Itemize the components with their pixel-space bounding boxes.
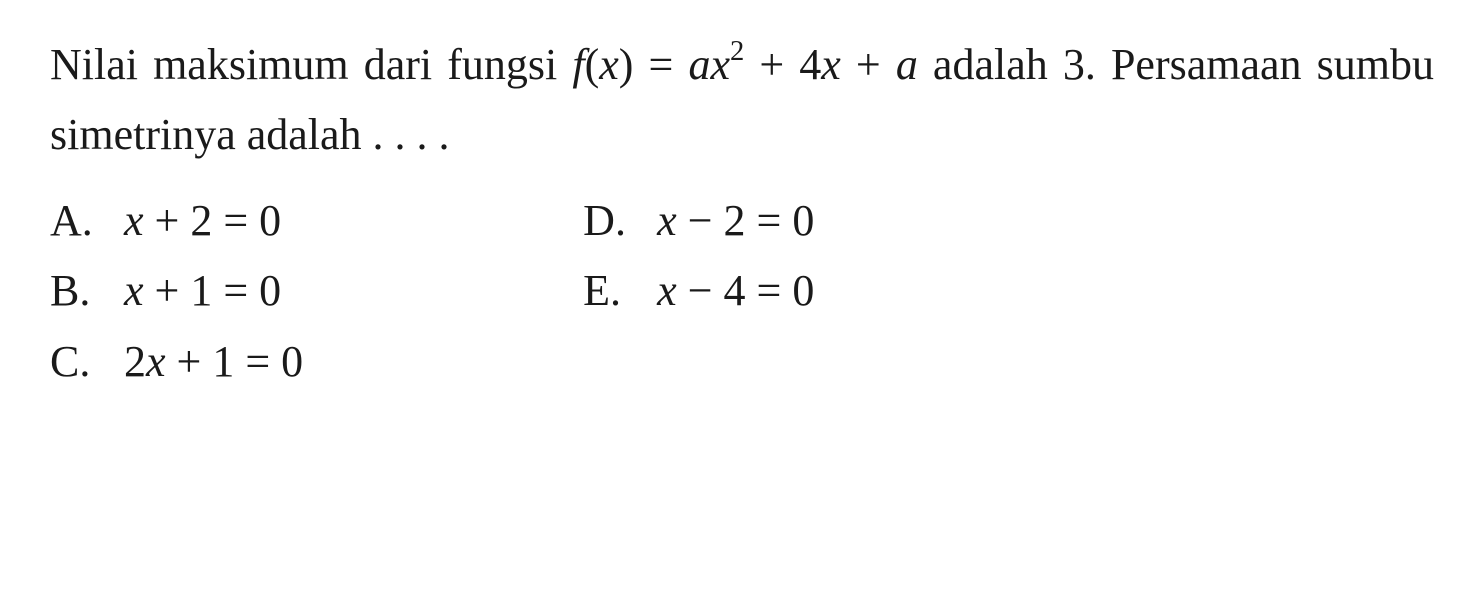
option-b-var: x [124,266,144,315]
option-d: D. x − 2 = 0 [583,186,814,256]
math-plus: + [841,40,896,89]
option-b: B. x + 1 = 0 [50,256,303,326]
option-d-expr: x − 2 = 0 [657,186,814,256]
option-a-var: x [124,196,144,245]
math-eq: = [633,40,688,89]
option-c-var: x [146,337,166,386]
option-a-rest: + 2 = 0 [144,196,282,245]
option-b-letter: B. [50,256,100,326]
math-paren-x: (x) [585,40,634,89]
option-b-rest: + 1 = 0 [144,266,282,315]
math-f: f [572,40,584,89]
option-e-rest: − 4 = 0 [677,266,815,315]
option-a-expr: x + 2 = 0 [124,186,281,256]
option-d-rest: − 2 = 0 [677,196,815,245]
options-column-left: A. x + 2 = 0 B. x + 1 = 0 C. 2x + 1 = 0 [50,186,303,397]
math-var-x: x [599,40,619,89]
math-plus4: + 4 [744,40,821,89]
stem-text-1: Nilai maksimum dari fungsi [50,40,572,89]
options-container: A. x + 2 = 0 B. x + 1 = 0 C. 2x + 1 = 0 … [50,186,1434,397]
option-c-letter: C. [50,327,100,397]
option-c-pre: 2 [124,337,146,386]
option-a-letter: A. [50,186,100,256]
math-x2: x [821,40,841,89]
option-a: A. x + 2 = 0 [50,186,303,256]
math-exp2: 2 [730,36,744,67]
option-e-letter: E. [583,256,633,326]
math-a2: a [896,40,918,89]
question-stem: Nilai maksimum dari fungsi f(x) = ax2 + … [50,30,1434,171]
option-e: E. x − 4 = 0 [583,256,814,326]
option-b-expr: x + 1 = 0 [124,256,281,326]
option-e-expr: x − 4 = 0 [657,256,814,326]
option-d-letter: D. [583,186,633,256]
option-c-rest: + 1 = 0 [166,337,304,386]
option-c-expr: 2x + 1 = 0 [124,327,303,397]
math-x1: x [710,40,730,89]
math-a1: a [688,40,710,89]
options-column-right: D. x − 2 = 0 E. x − 4 = 0 [583,186,814,397]
option-d-var: x [657,196,677,245]
option-e-var: x [657,266,677,315]
option-c: C. 2x + 1 = 0 [50,327,303,397]
